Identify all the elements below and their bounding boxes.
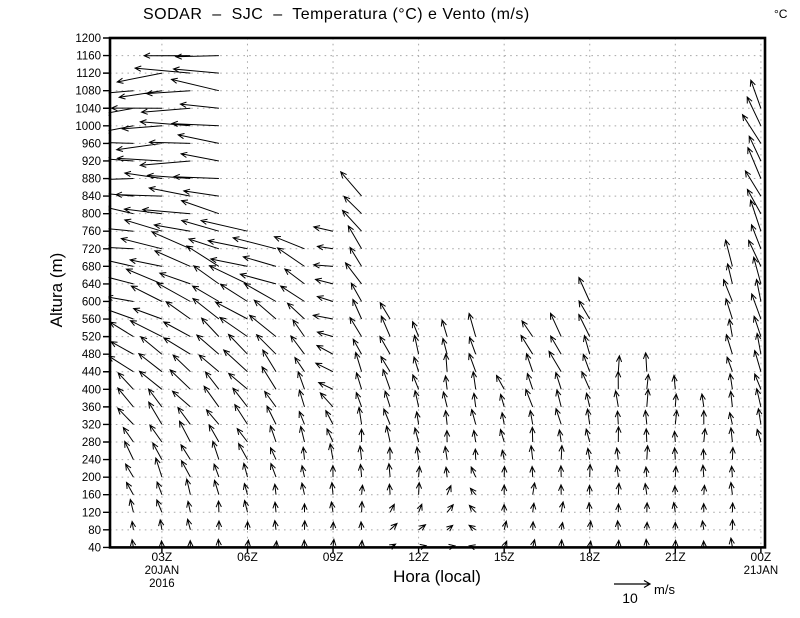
wind-arrows: [108, 52, 763, 550]
y-tick-label: 400: [82, 384, 101, 396]
x-tick-label: 09Z: [323, 550, 344, 564]
temperature-unit-label: °C: [774, 7, 788, 21]
y-tick-label: 840: [82, 191, 101, 203]
y-tick-label: 600: [82, 296, 101, 308]
y-tick-label: 480: [82, 349, 101, 361]
y-tick-label: 680: [82, 261, 101, 273]
x-tick-label: 00Z: [751, 550, 772, 564]
wind-speed-legend: 10 m/s: [614, 579, 675, 606]
y-tick-label: 280: [82, 437, 101, 449]
dotted-grid: [110, 38, 765, 548]
y-tick-label: 760: [82, 226, 101, 238]
legend-unit: m/s: [654, 582, 675, 597]
y-tick-label: 1000: [75, 121, 101, 133]
x-tick-label: 03Z: [152, 550, 173, 564]
y-tick-label: 800: [82, 209, 101, 221]
y-tick-label: 960: [82, 138, 101, 150]
tick-marks: [103, 37, 762, 554]
y-tick-label: 200: [82, 472, 101, 484]
grid-lines: [110, 38, 765, 548]
x-tick-year-label: 2016: [149, 578, 175, 590]
y-tick-label: 560: [82, 314, 101, 326]
x-tick-label: 21Z: [665, 550, 686, 564]
y-tick-label: 1120: [76, 68, 101, 80]
y-tick-label: 240: [82, 455, 101, 467]
x-tick-date-label: 20JAN: [145, 565, 180, 577]
y-tick-label: 720: [82, 244, 101, 256]
y-tick-label: 1200: [75, 33, 101, 45]
x-tick-date-label: 21JAN: [744, 565, 779, 577]
y-tick-label: 1040: [75, 103, 101, 115]
y-tick-label: 1080: [75, 86, 101, 98]
y-tick-label: 640: [82, 279, 101, 291]
x-tick-label: 15Z: [494, 550, 515, 564]
chart-title: SODAR – SJC – Temperatura (°C) e Vento (…: [143, 6, 530, 23]
x-axis-label: Hora (local): [393, 567, 481, 586]
y-tick-label: 1160: [76, 51, 101, 63]
plot-frame: [108, 36, 767, 549]
y-tick-label: 920: [82, 156, 101, 168]
x-tick-label: 12Z: [408, 550, 429, 564]
axis-ticks-and-labels: 40 80 120 160 200 240 280 320 360 400 440 480 520 560…: [75, 33, 778, 590]
y-tick-label: 320: [82, 419, 101, 431]
x-tick-label: 06Z: [237, 550, 258, 564]
y-tick-label: 440: [82, 367, 101, 379]
wind-vector-field: [108, 52, 763, 550]
y-tick-label: 520: [82, 332, 101, 344]
y-tick-label: 880: [82, 174, 101, 186]
legend-arrow-icon: [614, 579, 652, 589]
y-tick-label: 40: [88, 542, 101, 554]
legend-value: 10: [622, 590, 638, 606]
x-tick-label: 18Z: [579, 550, 600, 564]
y-tick-label: 80: [88, 525, 101, 537]
y-tick-label: 360: [82, 402, 101, 414]
y-tick-label: 120: [82, 507, 101, 519]
y-tick-label: 160: [82, 490, 101, 502]
